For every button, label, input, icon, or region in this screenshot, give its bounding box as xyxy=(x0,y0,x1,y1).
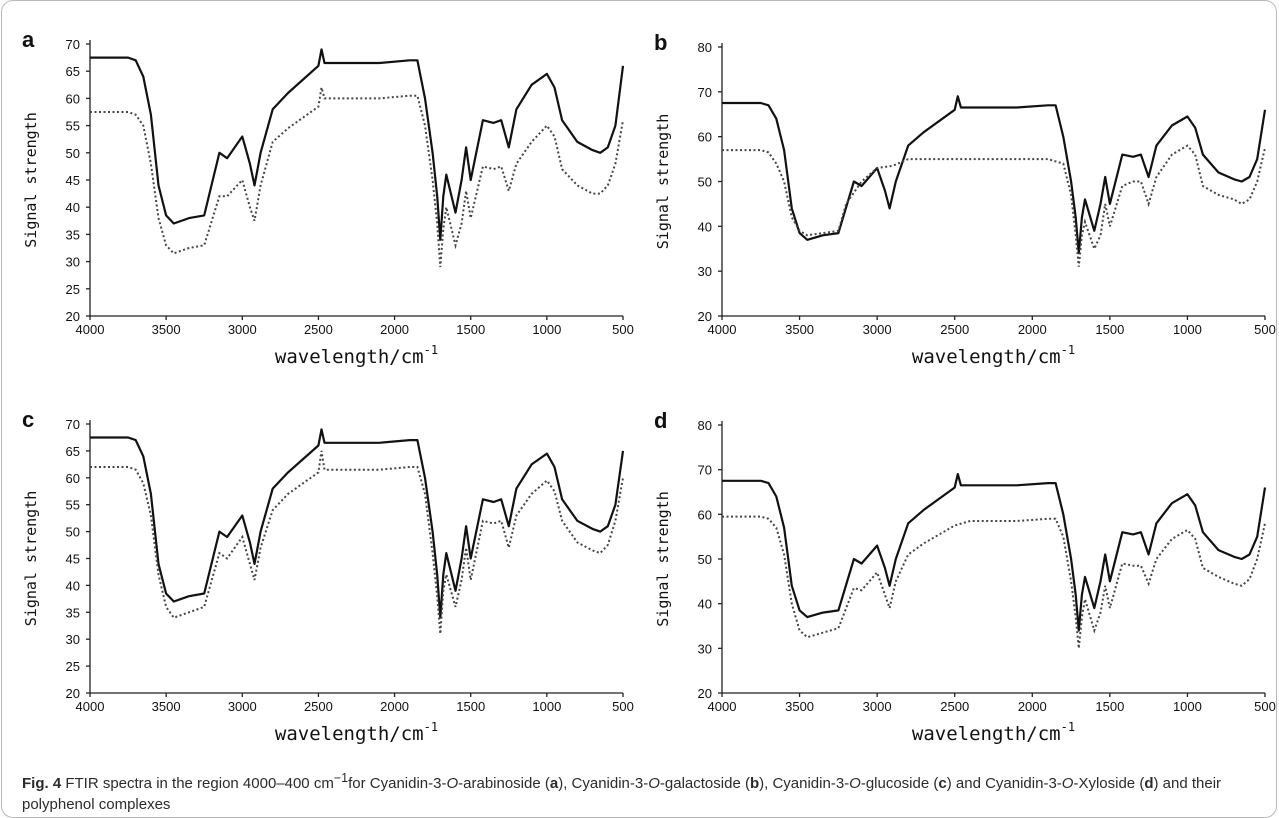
y-tick-label: 25 xyxy=(66,282,80,297)
y-tick-label: 60 xyxy=(698,130,712,145)
y-tick-label: 80 xyxy=(698,40,712,55)
y-tick-label: 35 xyxy=(66,227,80,242)
y-tick-label: 70 xyxy=(66,37,80,52)
x-tick-label: 3000 xyxy=(863,322,892,337)
x-axis-label-b: wavelength/cm-1 xyxy=(912,343,1075,368)
x-axis-label-c: wavelength/cm-1 xyxy=(275,720,438,745)
x-tick-label: 3000 xyxy=(863,699,892,714)
y-tick-label: 40 xyxy=(66,200,80,215)
y-tick-label: 30 xyxy=(698,641,712,656)
caption-label: Fig. 4 xyxy=(22,775,62,792)
x-tick-label: 500 xyxy=(612,322,634,337)
y-tick-label: 20 xyxy=(66,686,80,701)
x-tick-label: 3500 xyxy=(152,322,181,337)
y-tick-label: 65 xyxy=(66,444,80,459)
y-tick-label: 40 xyxy=(698,597,712,612)
x-tick-label: 3500 xyxy=(785,322,814,337)
x-tick-label: 4000 xyxy=(76,699,105,714)
x-tick-label: 2500 xyxy=(304,322,333,337)
y-tick-label: 20 xyxy=(698,686,712,701)
y-tick-label: 50 xyxy=(698,552,712,567)
x-tick-label: 1000 xyxy=(1173,322,1202,337)
panel-label-d: d xyxy=(654,408,667,433)
x-tick-label: 4000 xyxy=(708,699,737,714)
y-tick-label: 55 xyxy=(66,119,80,134)
y-tick-label: 50 xyxy=(66,146,80,161)
panel-label-b: b xyxy=(654,30,667,55)
y-tick-label: 60 xyxy=(698,507,712,522)
y-axis-label-b: Signal strength xyxy=(654,114,672,249)
chart-panel-d: d 20 30 40 50 60 70 80 4000 3500 3000 2500 2000 1500 1… xyxy=(654,408,1276,745)
y-tick-label: 80 xyxy=(698,418,712,433)
x-tick-label: 1500 xyxy=(456,699,485,714)
series-solid-line-b xyxy=(722,95,1267,255)
y-tick-label: 50 xyxy=(698,175,712,190)
y-tick-label: 20 xyxy=(66,309,80,324)
y-tick-label: 45 xyxy=(66,173,80,188)
panel-label-c: c xyxy=(22,407,34,432)
x-tick-label: 2000 xyxy=(1018,699,1047,714)
y-tick-label: 60 xyxy=(66,91,80,106)
x-tick-label: 3000 xyxy=(228,699,257,714)
x-tick-label: 2000 xyxy=(380,699,409,714)
x-tick-label: 2500 xyxy=(304,699,333,714)
y-axis-label-a: Signal strength xyxy=(22,112,40,247)
x-tick-label: 1500 xyxy=(456,322,485,337)
x-tick-label: 2500 xyxy=(940,699,969,714)
y-axis-label-c: Signal strength xyxy=(22,491,40,626)
x-tick-label: 1500 xyxy=(1095,699,1124,714)
x-tick-label: 500 xyxy=(612,699,634,714)
y-axis-label-d: Signal strength xyxy=(654,491,672,626)
x-tick-label: 4000 xyxy=(708,322,737,337)
x-tick-label: 1000 xyxy=(532,322,561,337)
y-tick-label: 45 xyxy=(66,552,80,567)
x-tick-label: 1500 xyxy=(1095,322,1124,337)
y-tick-label: 30 xyxy=(66,255,80,270)
y-tick-label: 70 xyxy=(698,463,712,478)
y-tick-label: 70 xyxy=(698,85,712,100)
y-tick-label: 65 xyxy=(66,64,80,79)
series-dotted-line-b xyxy=(722,144,1266,267)
x-tick-label: 3500 xyxy=(152,699,181,714)
x-tick-label: 500 xyxy=(1254,322,1276,337)
chart-panel-a: a 20 25 30 35 40 45 50 55 60 65 70 4000 3500 3000 2500 2… xyxy=(22,27,634,368)
x-tick-label: 1000 xyxy=(532,699,561,714)
x-tick-label: 2000 xyxy=(1018,322,1047,337)
chart-panel-b: b 20 30 40 50 60 70 80 4000 3500 3000 2500 2000 1500 1… xyxy=(654,30,1276,368)
series-dotted-line-a xyxy=(90,87,624,268)
y-tick-label: 50 xyxy=(66,525,80,540)
y-tick-label: 70 xyxy=(66,417,80,432)
series-dotted-line-d xyxy=(722,515,1266,649)
y-tick-label: 40 xyxy=(698,219,712,234)
y-tick-label: 30 xyxy=(66,632,80,647)
x-tick-label: 500 xyxy=(1254,699,1276,714)
series-solid-line-a xyxy=(90,48,625,241)
y-tick-label: 20 xyxy=(698,309,712,324)
figure-caption: Fig. 4 FTIR spectra in the region 4000–4… xyxy=(22,771,1222,813)
y-tick-label: 60 xyxy=(66,471,80,486)
series-dotted-line-c xyxy=(90,450,624,634)
series-solid-line-c xyxy=(90,428,625,619)
series-solid-line-d xyxy=(722,473,1267,632)
x-tick-label: 4000 xyxy=(76,322,105,337)
panel-label-a: a xyxy=(22,27,35,52)
y-tick-label: 30 xyxy=(698,264,712,279)
x-axis-label-a: wavelength/cm-1 xyxy=(275,343,438,368)
y-tick-label: 35 xyxy=(66,605,80,620)
chart-panel-c: c 20 25 30 35 40 45 50 55 60 65 70 4000 3500 3000 2500 2… xyxy=(22,407,634,745)
y-tick-label: 55 xyxy=(66,498,80,513)
x-tick-label: 3000 xyxy=(228,322,257,337)
y-tick-label: 25 xyxy=(66,659,80,674)
x-tick-label: 3500 xyxy=(785,699,814,714)
figure-charts: a 20 25 30 35 40 45 50 55 60 65 70 4000 3500 3000 2500 2… xyxy=(22,27,1276,745)
x-tick-label: 1000 xyxy=(1173,699,1202,714)
x-tick-label: 2500 xyxy=(940,322,969,337)
y-tick-label: 40 xyxy=(66,578,80,593)
x-axis-label-d: wavelength/cm-1 xyxy=(912,720,1075,745)
x-tick-label: 2000 xyxy=(380,322,409,337)
